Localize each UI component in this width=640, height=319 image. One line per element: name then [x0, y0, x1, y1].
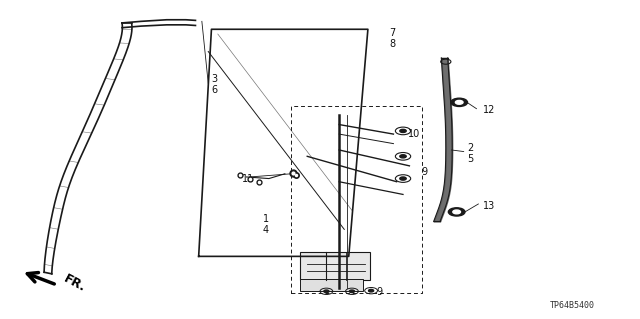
- Text: 11: 11: [242, 174, 254, 183]
- Text: 10: 10: [408, 129, 420, 139]
- Circle shape: [349, 290, 355, 293]
- Circle shape: [400, 177, 406, 180]
- Text: 1
4: 1 4: [262, 214, 269, 235]
- Text: 9: 9: [421, 167, 427, 177]
- Circle shape: [453, 210, 461, 214]
- Text: 9: 9: [376, 287, 382, 297]
- Circle shape: [369, 289, 374, 292]
- Bar: [300, 252, 370, 280]
- Circle shape: [449, 208, 465, 216]
- Text: 2
5: 2 5: [467, 143, 473, 164]
- Circle shape: [400, 129, 406, 132]
- Text: 7
8: 7 8: [389, 28, 396, 49]
- Text: 3
6: 3 6: [211, 74, 218, 95]
- Circle shape: [451, 98, 467, 107]
- Text: 13: 13: [483, 201, 495, 211]
- Circle shape: [400, 155, 406, 158]
- Text: TP64B5400: TP64B5400: [550, 301, 595, 310]
- Text: FR.: FR.: [61, 272, 88, 294]
- Text: 12: 12: [483, 105, 495, 115]
- Bar: [300, 279, 364, 291]
- Circle shape: [324, 290, 329, 293]
- Circle shape: [456, 100, 463, 104]
